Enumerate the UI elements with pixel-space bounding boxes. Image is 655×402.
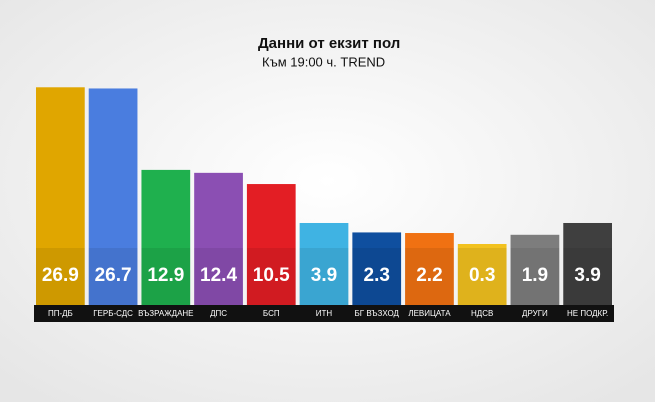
bar-shade	[88, 248, 138, 305]
bar-shade	[194, 248, 243, 305]
x-tick-label: ИТН	[316, 309, 333, 318]
bar-shade	[352, 248, 402, 305]
bar-shade	[246, 248, 296, 305]
bar	[141, 169, 191, 305]
value-label: 12.4	[200, 265, 237, 286]
bar-shade	[36, 248, 85, 305]
bar-shade	[457, 248, 507, 305]
chart-title: Данни от екзит пол	[258, 35, 400, 52]
bar	[510, 234, 560, 305]
value-label: 2.2	[416, 265, 442, 286]
bar	[194, 172, 243, 305]
bar	[352, 232, 402, 305]
bar	[405, 233, 454, 305]
bar-shade	[510, 248, 560, 305]
value-label: 1.9	[522, 265, 548, 286]
bar	[299, 222, 349, 305]
x-tick-label: ВЪЗРАЖДАНЕ	[138, 309, 193, 318]
bar	[36, 87, 85, 305]
x-tick-label: ДПС	[210, 309, 227, 318]
value-label: 2.3	[364, 265, 390, 286]
value-label: 3.9	[311, 265, 337, 286]
x-tick-label: ДРУГИ	[522, 309, 548, 318]
label-strip	[34, 305, 614, 322]
x-tick-label: БГ ВЪЗХОД	[355, 309, 400, 318]
x-tick-label: ГЕРБ-СДС	[93, 309, 133, 318]
x-tick-label: НДСВ	[471, 309, 493, 318]
bar-shade	[563, 248, 612, 305]
bar	[88, 88, 138, 305]
bar	[457, 244, 507, 305]
value-label: 10.5	[253, 265, 290, 286]
chart-subtitle: Към 19:00 ч. TREND	[262, 54, 385, 69]
x-tick-label: БСП	[263, 309, 280, 318]
value-label: 12.9	[147, 265, 184, 286]
bar-shade	[405, 248, 454, 305]
x-tick-label: ПП-ДБ	[48, 309, 73, 318]
x-tick-label: НЕ ПОДКР.	[567, 309, 608, 318]
bar	[246, 184, 296, 305]
value-label: 26.9	[42, 265, 79, 286]
bar	[563, 222, 612, 305]
bar-shade	[299, 248, 349, 305]
bar-shade	[141, 248, 191, 305]
x-tick-label: ЛЕВИЦАТА	[408, 309, 451, 318]
value-label: 26.7	[95, 265, 132, 286]
value-label: 3.9	[574, 265, 600, 286]
value-label: 0.3	[469, 265, 495, 286]
